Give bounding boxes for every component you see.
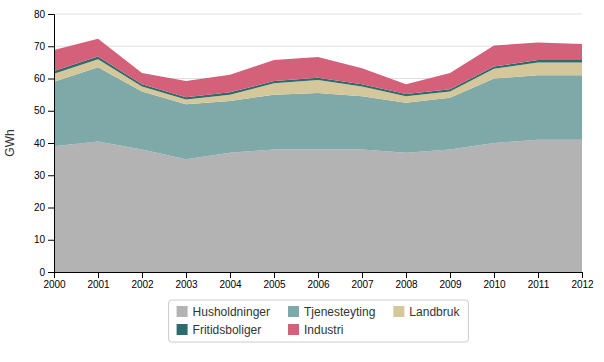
x-axis-line	[55, 273, 583, 279]
x-tick-mark	[274, 272, 275, 278]
x-tick-mark	[494, 272, 495, 278]
x-tick: 2001	[87, 272, 110, 290]
x-tick-mark	[538, 272, 539, 278]
x-tick: 2012	[571, 272, 594, 290]
y-tick-mark	[48, 46, 54, 47]
x-tick-label: 2006	[307, 279, 330, 290]
y-tick-label: 50	[34, 105, 46, 116]
x-tick-label: 2005	[263, 279, 286, 290]
y-tick-mark	[48, 272, 54, 273]
x-tick: 2010	[483, 272, 506, 290]
x-tick-label: 2012	[571, 279, 594, 290]
y-tick-mark	[48, 143, 54, 144]
x-tick-mark	[362, 272, 363, 278]
legend-item: Fritidsboliger	[177, 323, 262, 337]
y-tick: 70	[34, 41, 54, 52]
legend-swatch	[288, 324, 299, 335]
legend-label: Husholdninger	[193, 305, 270, 319]
x-tick: 2008	[395, 272, 418, 290]
y-tick-mark	[48, 175, 54, 176]
legend-label: Tjenesteyting	[304, 305, 375, 319]
legend-item: Husholdninger	[177, 305, 270, 319]
y-tick-mark	[48, 14, 54, 15]
x-tick: 2005	[263, 272, 286, 290]
chart: 2000 2001 2002 2003 2004 2005 2006 2007 2008 2009…	[0, 0, 604, 362]
x-tick: 2004	[219, 272, 242, 290]
x-tick-label: 2009	[439, 279, 462, 290]
y-tick-mark	[48, 111, 54, 112]
grid-line	[54, 14, 582, 15]
y-tick-label: 20	[34, 202, 46, 213]
legend-label: Fritidsboliger	[193, 323, 262, 337]
area	[54, 140, 582, 272]
legend-item: Tjenesteyting	[288, 305, 375, 319]
x-axis: 2000 2001 2002 2003 2004 2005 2006 2007 2008 2009…	[43, 272, 594, 290]
y-tick: 60	[34, 73, 54, 84]
x-tick-mark	[186, 272, 187, 278]
y-axis-label: GWh	[3, 129, 17, 156]
legend-swatch	[393, 306, 404, 317]
legend-swatch	[177, 306, 188, 317]
x-tick-mark	[98, 272, 99, 278]
x-tick: 2007	[351, 272, 374, 290]
x-tick-label: 2010	[483, 279, 506, 290]
x-tick-mark	[450, 272, 451, 278]
legend-swatch	[177, 324, 188, 335]
area	[54, 39, 582, 97]
x-tick-label: 2000	[43, 279, 66, 290]
x-tick: 2002	[131, 272, 154, 290]
y-tick: 80	[34, 9, 54, 20]
x-tick: 2003	[175, 272, 198, 290]
y-tick-mark	[48, 208, 54, 209]
y-axis: 0 10 20 30 40 50 60 70 80	[34, 9, 55, 278]
y-tick: 0	[39, 267, 54, 278]
x-tick: 2000	[43, 272, 66, 290]
legend: Husholdninger Tjenesteyting Landbruk Fritid…	[169, 300, 469, 342]
x-tick-label: 2007	[351, 279, 374, 290]
x-tick-mark	[318, 272, 319, 278]
x-tick-mark	[582, 272, 583, 278]
x-tick-mark	[406, 272, 407, 278]
y-tick: 40	[34, 138, 54, 149]
x-tick-label: 2002	[131, 279, 154, 290]
x-tick: 2009	[439, 272, 462, 290]
x-tick: 2011	[528, 272, 550, 290]
legend-label: Landbruk	[409, 305, 460, 319]
y-tick: 30	[34, 170, 54, 181]
plot: 2000 2001 2002 2003 2004 2005 2006 2007 2008 2009…	[34, 9, 594, 290]
x-tick-label: 2011	[528, 279, 550, 290]
areas	[54, 39, 582, 272]
y-tick: 50	[34, 105, 54, 116]
y-tick: 10	[34, 234, 54, 245]
y-tick-mark	[48, 240, 54, 241]
x-tick-label: 2008	[395, 279, 418, 290]
y-tick-label: 0	[39, 267, 45, 278]
y-tick-label: 80	[34, 9, 46, 20]
y-axis-line	[48, 15, 55, 273]
y-tick-label: 10	[34, 234, 46, 245]
y-tick: 20	[34, 202, 54, 213]
grid	[54, 14, 582, 272]
x-tick-label: 2004	[219, 279, 242, 290]
legend-frame	[169, 300, 469, 342]
y-tick-mark	[48, 79, 54, 80]
y-tick-label: 30	[34, 170, 46, 181]
legend-label: Industri	[304, 323, 343, 337]
x-tick-label: 2001	[87, 279, 110, 290]
x-tick-mark	[142, 272, 143, 278]
y-tick-label: 70	[34, 41, 46, 52]
y-tick-label: 40	[34, 138, 46, 149]
y-tick-label: 60	[34, 73, 46, 84]
x-tick-mark	[230, 272, 231, 278]
legend-swatch	[288, 306, 299, 317]
legend-item: Landbruk	[393, 305, 460, 319]
legend-item: Industri	[288, 323, 343, 337]
x-tick-label: 2003	[175, 279, 198, 290]
x-tick: 2006	[307, 272, 330, 290]
